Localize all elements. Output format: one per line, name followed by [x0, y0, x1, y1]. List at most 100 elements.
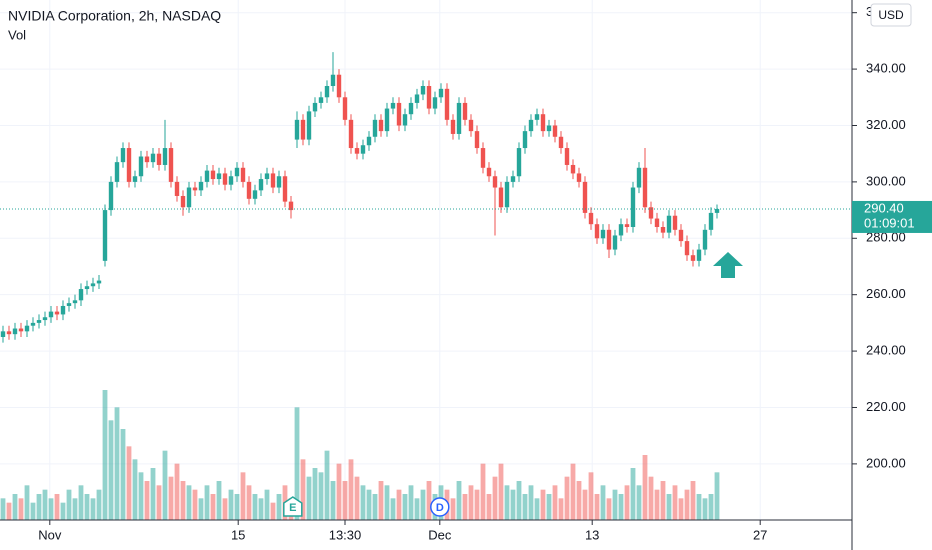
candle-body — [540, 114, 546, 132]
volume-bar — [684, 489, 690, 520]
currency-badge[interactable] — [870, 3, 912, 27]
candle-body — [54, 311, 60, 315]
price-badge — [852, 200, 932, 233]
volume-bar — [372, 494, 378, 520]
candle-body — [156, 153, 162, 165]
candle-body — [294, 119, 300, 140]
candle-body — [558, 136, 564, 149]
candle-body — [450, 119, 456, 134]
candle-body — [654, 218, 660, 228]
volume-bar — [366, 489, 372, 520]
y-tick-label: 260.00 — [866, 286, 906, 301]
candle-body — [72, 300, 78, 304]
volume-bar — [240, 472, 246, 520]
x-tick-label: 27 — [753, 527, 767, 542]
volume-bar — [72, 498, 78, 520]
volume-bar — [708, 494, 714, 520]
grid — [0, 0, 852, 520]
volume-bar — [564, 476, 570, 520]
candles — [0, 52, 720, 343]
candle-body — [690, 255, 696, 261]
candle-body — [18, 328, 24, 332]
candle-body — [24, 325, 30, 332]
volume-bar — [246, 485, 252, 520]
volume-bar — [546, 494, 552, 520]
volume-bar — [336, 463, 342, 520]
candle-body — [576, 173, 582, 182]
candle-body — [246, 181, 252, 199]
countdown: 01:09:01 — [864, 215, 915, 230]
volume-bar — [228, 489, 234, 520]
volume-bar — [30, 502, 36, 520]
event-label: E — [289, 502, 296, 514]
candle-body — [240, 167, 246, 182]
volume-bar — [558, 498, 564, 520]
candle-body — [264, 173, 270, 180]
candle-body — [528, 119, 534, 132]
candle-body — [414, 94, 420, 103]
candle-body — [642, 167, 648, 208]
candle-body — [204, 170, 210, 182]
volume-bar — [468, 485, 474, 520]
candle-body — [162, 148, 168, 165]
volume-bar — [330, 481, 336, 520]
volume-bar — [696, 494, 702, 520]
volume-bar — [384, 485, 390, 520]
volume-bar — [156, 485, 162, 520]
event-badge — [430, 497, 450, 517]
y-tick-label: 320.00 — [866, 117, 906, 132]
volume-bar — [570, 463, 576, 520]
volume-bar — [660, 481, 666, 520]
volume-bar — [78, 485, 84, 520]
volume-bar — [318, 472, 324, 520]
candle-body — [6, 331, 12, 335]
candle-body — [288, 201, 294, 211]
candle-body — [708, 212, 714, 230]
candle-body — [570, 164, 576, 174]
candle-body — [600, 229, 606, 239]
candle-body — [564, 148, 570, 165]
chart-title: NVIDIA Corporation, 2h, NASDAQ — [8, 8, 221, 24]
volume-bar — [312, 468, 318, 520]
volume-bar — [48, 498, 54, 520]
candle-body — [432, 97, 438, 109]
candle-body — [462, 102, 468, 120]
volume-bar — [414, 498, 420, 520]
volume-bar — [54, 494, 60, 520]
volume-bar — [222, 498, 228, 520]
candle-body — [330, 74, 336, 87]
candle-body — [222, 173, 228, 185]
volume-bar — [0, 498, 6, 520]
volume-bar — [426, 481, 432, 520]
y-tick-label: 340.00 — [866, 61, 906, 76]
up-arrow — [713, 252, 743, 278]
candle-body — [108, 181, 114, 211]
candle-body — [120, 148, 126, 163]
candle-body — [210, 170, 216, 180]
volume-bar — [60, 502, 66, 520]
volume-bar — [702, 498, 708, 520]
volume-bar — [150, 468, 156, 520]
volume-bar — [600, 485, 606, 520]
candle-body — [324, 86, 330, 98]
volume-bar — [198, 498, 204, 520]
volume-bar — [234, 494, 240, 520]
candle-body — [492, 176, 498, 188]
volume-bar — [396, 489, 402, 520]
candle-body — [516, 148, 522, 177]
candle-body — [150, 153, 156, 163]
candle-body — [66, 303, 72, 306]
candle-body — [228, 176, 234, 185]
volume-bar — [714, 472, 720, 520]
candle-body — [312, 102, 318, 112]
candle-body — [198, 181, 204, 191]
volume-bar — [180, 481, 186, 520]
volume-bar — [342, 481, 348, 520]
volume-bar — [450, 498, 456, 520]
candle-body — [666, 215, 672, 233]
candle-body — [426, 86, 432, 109]
volume-bar — [534, 498, 540, 520]
volume-bar — [486, 494, 492, 520]
volume-bar — [588, 472, 594, 520]
